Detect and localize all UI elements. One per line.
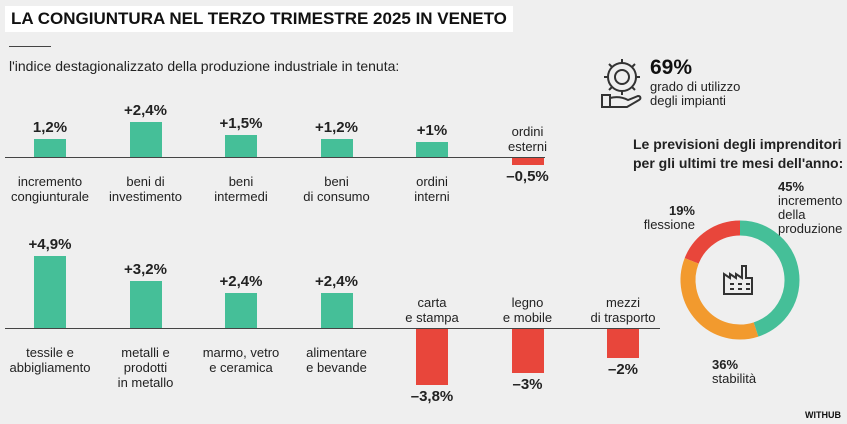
gear-icon [601, 59, 642, 108]
category-label: metalli e prodotti in metallo [117, 345, 174, 390]
category-label: beni di consumo [303, 174, 370, 204]
bar [511, 158, 544, 166]
baseline [5, 328, 660, 329]
category-label: carta e stampa [405, 295, 459, 325]
category-label: stabilità [712, 371, 757, 386]
baseline [5, 157, 545, 158]
donut-segment [680, 258, 759, 340]
bar [225, 134, 257, 157]
stat-label: grado di utilizzo degli impianti [650, 79, 741, 108]
value-label: –3% [512, 376, 543, 394]
bar [320, 139, 353, 157]
title: LA CONGIUNTURA NEL TERZO TRIMESTRE 2025 … [5, 6, 513, 32]
category-label: legno e mobile [502, 295, 553, 325]
value-label: 1,2% [32, 119, 68, 137]
value-label: 36% [712, 357, 739, 372]
value-label: 45% [778, 179, 805, 194]
donut-label: 36% stabilità [712, 358, 756, 386]
value-label: +1,2% [315, 119, 358, 137]
category-label: marmo, vetro e ceramica [202, 345, 280, 375]
value-label: +4,9% [28, 235, 72, 253]
bar [511, 329, 544, 374]
category-label: alimentare e bevande [306, 345, 367, 375]
stat-value: 69% [650, 56, 693, 79]
donut-chart [680, 220, 800, 340]
value-label: +2,4% [124, 101, 167, 119]
credit: WITHUB [805, 410, 841, 420]
donut-label: 45% incremento della produzione [778, 180, 842, 236]
bar [607, 329, 639, 359]
subtitle: l'indice destagionalizzato della produzi… [9, 58, 400, 74]
bar [34, 139, 66, 157]
donut-title: Le previsioni degli imprenditori per gli… [633, 136, 844, 171]
value-label: –2% [607, 361, 639, 379]
value-label: +1,5% [219, 114, 263, 132]
category-label: incremento congiunturale [10, 174, 90, 204]
category-label: ordini esterni [507, 124, 548, 154]
value-label: –3,8% [410, 387, 454, 405]
bar [320, 292, 353, 328]
value-label: +3,2% [124, 260, 167, 278]
donut-segment [684, 220, 741, 264]
category-label: beni di investimento [109, 174, 182, 204]
bar [34, 255, 66, 328]
category-label: ordini interni [414, 174, 450, 204]
value-label: +2,4% [315, 272, 358, 290]
value-label: +1% [416, 122, 448, 140]
value-label: 19% [668, 203, 695, 218]
value-label: –0,5% [506, 168, 549, 186]
bar [129, 280, 162, 328]
donut-label: 19% flessione [644, 204, 695, 232]
category-label: beni intermedi [214, 174, 268, 204]
category-label: incremento della produzione [778, 193, 843, 236]
bar [416, 329, 448, 385]
donut-segment [739, 220, 800, 337]
bar [129, 121, 162, 157]
bar [225, 292, 257, 328]
bar [416, 142, 448, 157]
category-label: mezzi di trasporto [590, 295, 656, 325]
value-label: +2,4% [219, 272, 263, 290]
rule [9, 46, 51, 47]
category-label: flessione [643, 217, 695, 232]
category-label: tessile e abbigliamento [9, 345, 91, 375]
